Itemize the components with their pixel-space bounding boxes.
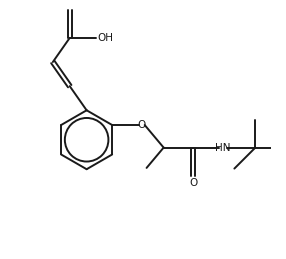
Text: OH: OH xyxy=(98,33,114,43)
Text: HN: HN xyxy=(215,143,230,153)
Text: O: O xyxy=(189,178,197,188)
Text: O: O xyxy=(138,120,146,130)
